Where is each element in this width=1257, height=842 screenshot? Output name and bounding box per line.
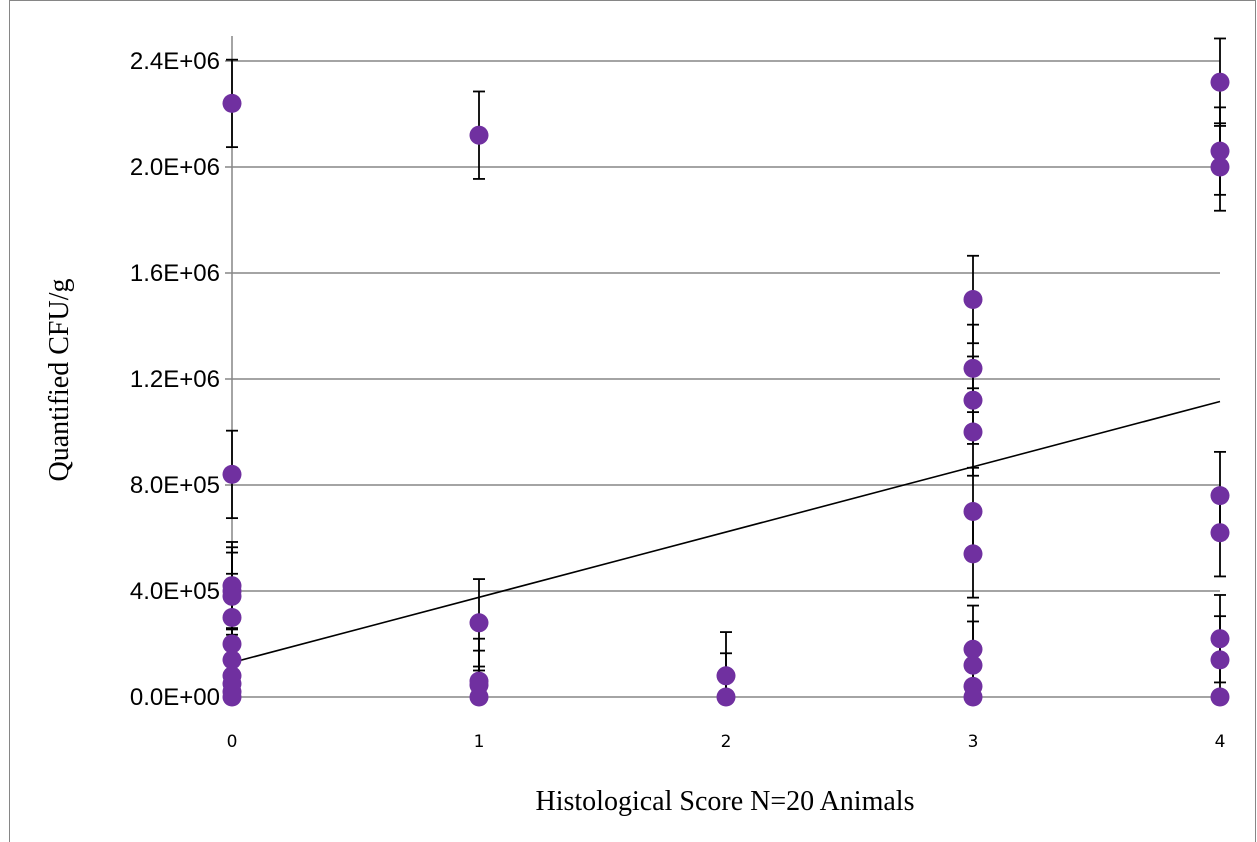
data-point: [222, 464, 242, 484]
data-point: [1210, 486, 1230, 506]
data-point: [1210, 141, 1230, 161]
data-point: [716, 666, 736, 686]
x-axis-title: Histological Score N=20 Animals: [536, 786, 915, 817]
trendline: [231, 400, 1221, 664]
x-tick-label: 1: [474, 732, 485, 752]
data-point: [469, 125, 489, 145]
gridlines: [232, 60, 1220, 592]
y-tick-label: 8.0E+05: [130, 472, 220, 499]
y-tick-label: 1.6E+06: [130, 260, 220, 287]
data-point: [963, 502, 983, 521]
y-tick-label: 4.0E+05: [130, 578, 220, 605]
data-point: [222, 608, 242, 627]
y-tick-label: 1.2E+06: [130, 366, 220, 393]
x-tick-label: 4: [1215, 732, 1226, 752]
data-point: [222, 634, 242, 654]
data-point: [963, 639, 983, 659]
data-point: [1210, 523, 1230, 543]
data-point: [1210, 629, 1230, 649]
y-tick-label: 0.0E+00: [130, 684, 220, 711]
chart-frame: [9, 0, 1256, 842]
trendline-layer: [231, 400, 1221, 664]
x-tick-label: 2: [721, 732, 732, 752]
data-point: [469, 687, 489, 707]
data-point: [469, 613, 489, 633]
data-point: [222, 650, 242, 670]
data-point: [963, 422, 983, 442]
data-point: [716, 687, 736, 707]
data-point: [1210, 157, 1230, 177]
x-tick-label: 0: [227, 732, 238, 752]
y-tick-label: 2.4E+06: [130, 48, 220, 75]
data-point: [963, 290, 983, 309]
data-point: [222, 586, 242, 606]
data-point: [963, 655, 983, 675]
data-point: [963, 358, 983, 378]
data-point: [222, 687, 242, 707]
data-point: [1210, 687, 1230, 707]
data-point: [963, 687, 983, 707]
data-point: [1210, 650, 1230, 670]
y-tick-label: 2.0E+06: [130, 154, 220, 181]
y-axis-title: Quantified CFU/g: [44, 279, 75, 482]
error-bars: [226, 37, 1226, 698]
data-point: [963, 390, 983, 410]
data-point: [222, 93, 242, 113]
y-tick-labels: 0.0E+00 4.0E+05 8.0E+05 1.2E+06 1.6E+06 2.0E+…: [130, 48, 220, 711]
data-point: [963, 544, 983, 564]
axes: [225, 36, 1220, 698]
x-tick-labels: 0 1 2 3 4: [227, 732, 1226, 752]
data-points: [222, 72, 1230, 707]
data-point: [1210, 72, 1230, 92]
x-tick-label: 3: [968, 732, 979, 752]
